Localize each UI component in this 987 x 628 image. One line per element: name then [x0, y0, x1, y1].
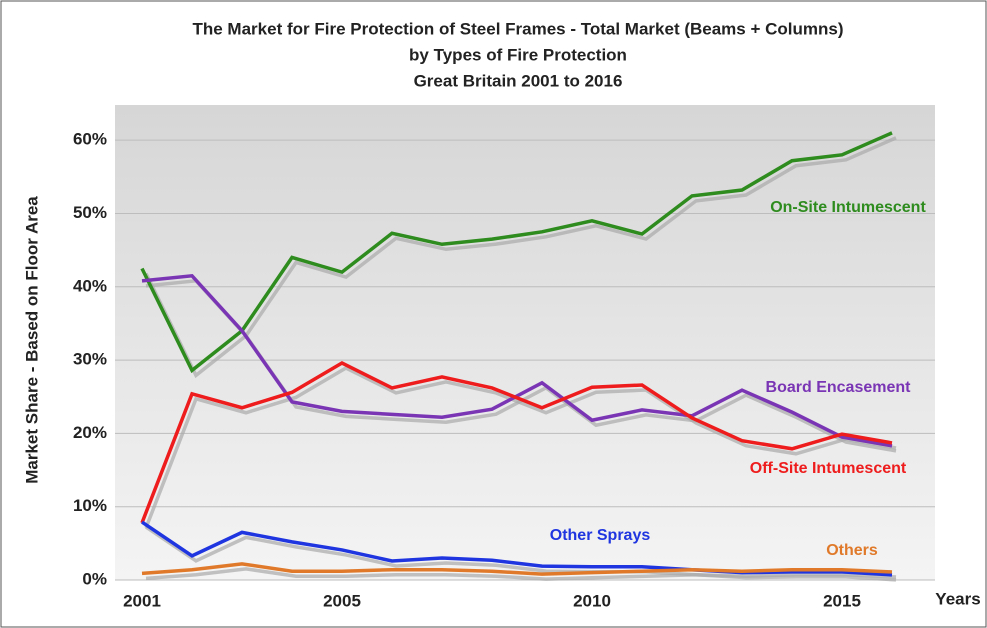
x-tick-label: 2001 — [123, 591, 161, 610]
chart-title: by Types of Fire Protection — [409, 45, 627, 64]
x-tick-label: 2010 — [573, 591, 611, 610]
y-tick-label: 30% — [73, 350, 107, 369]
series-line — [140, 131, 893, 374]
chart-title: The Market for Fire Protection of Steel … — [192, 19, 843, 38]
legend-label: Others — [826, 542, 878, 559]
line-shadow — [144, 136, 897, 379]
y-tick-label: 40% — [73, 276, 107, 295]
y-tick-label: 0% — [82, 569, 107, 588]
x-tick-label: 2005 — [323, 591, 361, 610]
y-tick-label: 20% — [73, 423, 107, 442]
line-shadow — [145, 525, 897, 582]
series-line — [141, 562, 893, 576]
line-shadow — [145, 567, 897, 581]
y-tick-label: 50% — [73, 203, 107, 222]
y-axis-label: Market Share - Based on Floor Area — [22, 196, 41, 484]
legend-label: Board Encasement — [766, 379, 912, 396]
series-line — [141, 520, 893, 577]
x-tick-label: 2015 — [823, 591, 861, 610]
legend-label: Off-Site Intumescent — [750, 460, 907, 477]
chart-title: Great Britain 2001 to 2016 — [414, 71, 623, 90]
legend-label: Other Sprays — [550, 527, 651, 544]
line-shadow — [144, 366, 897, 529]
y-tick-label: 10% — [73, 496, 107, 515]
x-axis-label: Years — [935, 589, 980, 608]
legend-label: On-Site Intumescent — [770, 199, 926, 216]
series-line — [140, 361, 893, 524]
y-tick-label: 60% — [73, 130, 107, 149]
